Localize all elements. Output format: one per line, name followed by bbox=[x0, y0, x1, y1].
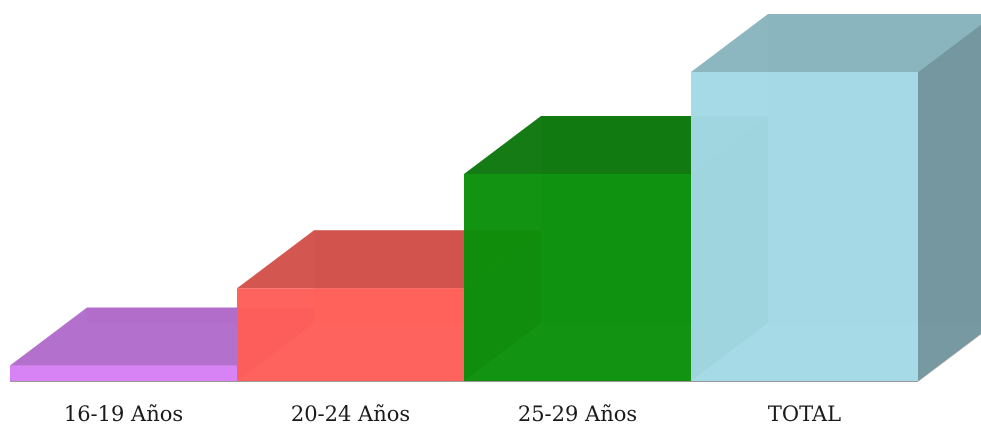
category-label-4: TOTAL bbox=[768, 402, 841, 426]
bar-side-face bbox=[918, 24, 981, 381]
bars bbox=[10, 14, 981, 381]
bar-front-face bbox=[237, 288, 464, 381]
bar-front-face bbox=[464, 173, 691, 381]
category-label-3: 25-29 Años bbox=[518, 402, 637, 426]
category-label-1: 16-19 Años bbox=[64, 402, 183, 426]
bar-top-face bbox=[691, 14, 981, 72]
bar-front-face bbox=[691, 72, 918, 381]
bar-4 bbox=[691, 14, 981, 381]
category-labels: 16-19 Años 20-24 Años 25-29 Años TOTAL bbox=[64, 402, 841, 426]
category-label-2: 20-24 Años bbox=[291, 402, 410, 426]
bar-front-face bbox=[10, 365, 237, 381]
